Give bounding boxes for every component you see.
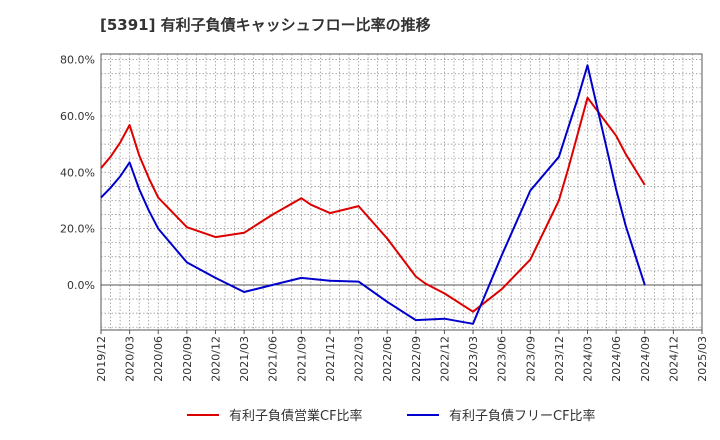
chart-title: [5391] 有利子負債キャッシュフロー比率の推移 — [100, 16, 431, 34]
x-tick-label: 2024/03 — [582, 336, 595, 382]
x-tick-label: 2024/09 — [639, 336, 652, 382]
legend-label-1: 有利子負債営業CF比率 — [229, 408, 363, 424]
y-tick-label: 60.0% — [60, 110, 95, 123]
x-tick-label: 2023/12 — [553, 336, 566, 382]
x-tick-label: 2019/12 — [95, 336, 108, 382]
x-tick-label: 2021/12 — [324, 336, 337, 382]
y-tick-label: 80.0% — [60, 54, 95, 67]
x-tick-label: 2021/03 — [238, 336, 251, 382]
x-tick-label: 2024/12 — [667, 336, 680, 382]
x-tick-label: 2020/06 — [152, 336, 165, 382]
x-tick-label: 2022/06 — [381, 336, 394, 382]
x-tick-label: 2024/06 — [610, 336, 623, 382]
x-tick-label: 2023/09 — [524, 336, 537, 382]
x-tick-label: 2021/09 — [295, 336, 308, 382]
x-tick-label: 2020/09 — [181, 336, 194, 382]
plot-area — [100, 53, 703, 331]
series-line-1 — [100, 96, 646, 313]
series-line-2 — [100, 64, 646, 325]
x-tick-label: 2020/03 — [124, 336, 137, 382]
x-tick-label: 2023/03 — [467, 336, 480, 382]
x-tick-label: 2023/06 — [496, 336, 509, 382]
x-tick-label: 2025/03 — [696, 336, 709, 382]
x-tick-label: 2021/06 — [267, 336, 280, 382]
y-tick-label: 40.0% — [60, 166, 95, 179]
x-tick-label: 2022/12 — [438, 336, 451, 382]
x-tick-label: 2022/09 — [410, 336, 423, 382]
x-tick-label: 2020/12 — [209, 336, 222, 382]
x-tick-label: 2022/03 — [353, 336, 366, 382]
y-tick-label: 20.0% — [60, 223, 95, 236]
legend-label-2: 有利子負債フリーCF比率 — [449, 408, 596, 424]
y-tick-label: 0.0% — [67, 279, 95, 292]
